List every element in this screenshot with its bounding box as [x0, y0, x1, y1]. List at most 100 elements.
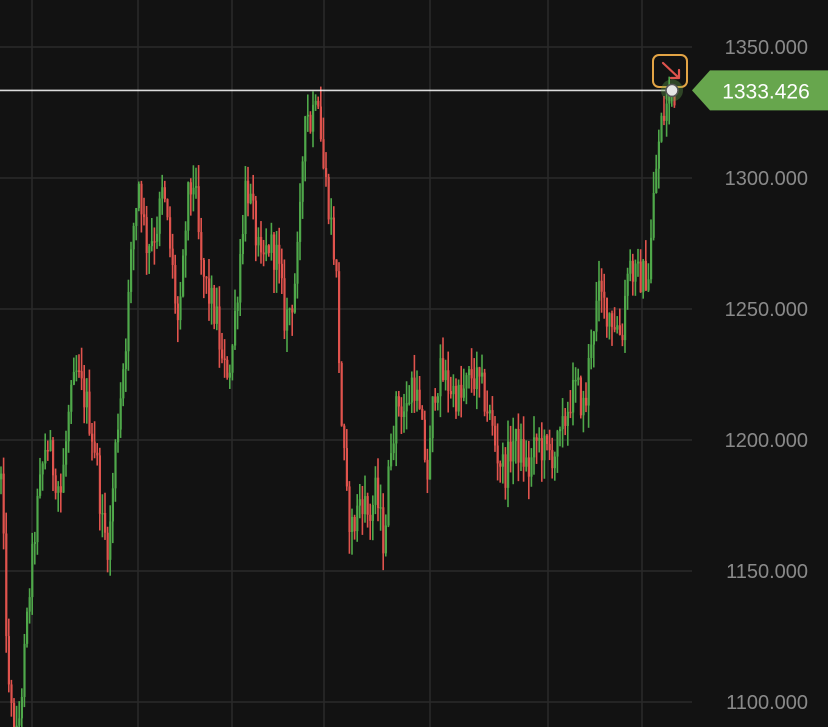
candle-body — [561, 416, 564, 430]
candle-body — [54, 475, 57, 493]
candle-body — [46, 449, 49, 452]
candle-body — [553, 456, 556, 469]
candle-body — [655, 168, 658, 194]
current-price-dot[interactable] — [665, 83, 679, 98]
candle-body — [145, 217, 148, 254]
candle-body — [475, 367, 478, 390]
candle-body — [260, 236, 263, 253]
candle-body — [345, 448, 348, 487]
candle-body — [293, 283, 296, 313]
candle-body — [491, 410, 494, 426]
candle-body — [639, 261, 642, 293]
candle-body — [182, 255, 185, 297]
candle-body — [512, 441, 515, 462]
candle-body — [213, 287, 216, 324]
candle-body — [101, 512, 104, 515]
candle-body — [418, 389, 421, 409]
candle-body — [455, 385, 458, 412]
candle-body — [330, 217, 333, 220]
candle-body — [72, 371, 75, 385]
candle-body — [161, 187, 164, 199]
candle-body — [26, 611, 29, 644]
candle-body — [241, 234, 244, 255]
candle-body — [483, 372, 486, 412]
candle-body — [582, 397, 585, 416]
candle-body — [574, 379, 577, 382]
candle-body — [184, 230, 187, 256]
candle-body — [20, 696, 23, 719]
candle-body — [569, 411, 572, 414]
candle-body — [444, 370, 447, 381]
candle-body — [374, 477, 377, 505]
candle-body — [585, 397, 588, 406]
candle-body — [538, 438, 541, 441]
candle-body — [262, 252, 265, 255]
current-price-tag-shape — [692, 70, 828, 111]
candle-body — [33, 542, 36, 544]
candle-body — [244, 180, 247, 235]
candle-body — [119, 398, 122, 430]
candle-body — [109, 521, 112, 560]
candle-body — [327, 177, 330, 220]
candle-body — [481, 372, 484, 377]
candle-body — [176, 303, 179, 321]
candle-body — [618, 325, 621, 335]
candle-body — [525, 457, 528, 467]
candle-body — [252, 193, 255, 201]
candle-body — [637, 261, 640, 264]
candle-body — [291, 308, 294, 313]
y-tick-label: 1200.000 — [725, 430, 808, 452]
candle-body — [647, 279, 650, 291]
current-price-overlay: 1333.426 — [0, 54, 828, 111]
candle-body — [278, 244, 281, 264]
candle-body — [400, 406, 403, 418]
candle-body — [473, 378, 476, 390]
candle-body — [509, 441, 512, 462]
candle-body — [223, 358, 226, 361]
candle-body — [200, 232, 203, 260]
candle-body — [624, 295, 627, 341]
candle-body — [286, 309, 289, 331]
candle-body — [660, 115, 663, 142]
candle-body — [296, 241, 299, 284]
candle-body — [122, 369, 125, 399]
candle-body — [353, 516, 356, 532]
candle-body — [124, 351, 127, 370]
candle-body — [130, 249, 133, 292]
candle-body — [366, 496, 369, 515]
candle-body — [117, 429, 120, 443]
candle-body — [267, 245, 270, 253]
candle-body — [613, 327, 616, 330]
candle-body — [85, 391, 88, 408]
candle-body — [478, 367, 481, 377]
candle-body — [208, 278, 211, 304]
candle-body — [239, 254, 242, 303]
candle-body — [280, 263, 283, 279]
candle-body — [234, 310, 237, 346]
candle-body — [306, 114, 309, 117]
candle-body — [527, 457, 530, 477]
candle-body — [7, 636, 10, 685]
candle-body — [88, 391, 91, 434]
candle-body — [650, 237, 653, 280]
candle-body — [423, 419, 426, 460]
candle-body — [369, 514, 372, 521]
candle-body — [452, 385, 455, 395]
candle-body — [98, 455, 101, 514]
candle-body — [470, 369, 473, 379]
candle-body — [75, 370, 78, 372]
candle-body — [70, 384, 73, 412]
candle-body — [447, 370, 450, 392]
candle-body — [626, 273, 629, 296]
candle-body — [148, 246, 151, 254]
candle-body — [631, 260, 634, 282]
candle-body — [587, 358, 590, 406]
candle-body — [0, 473, 3, 480]
candle-body — [231, 345, 234, 373]
candle-body — [13, 703, 16, 727]
candle-body — [132, 225, 135, 250]
candle-body — [436, 396, 439, 403]
candle-body — [514, 429, 517, 442]
